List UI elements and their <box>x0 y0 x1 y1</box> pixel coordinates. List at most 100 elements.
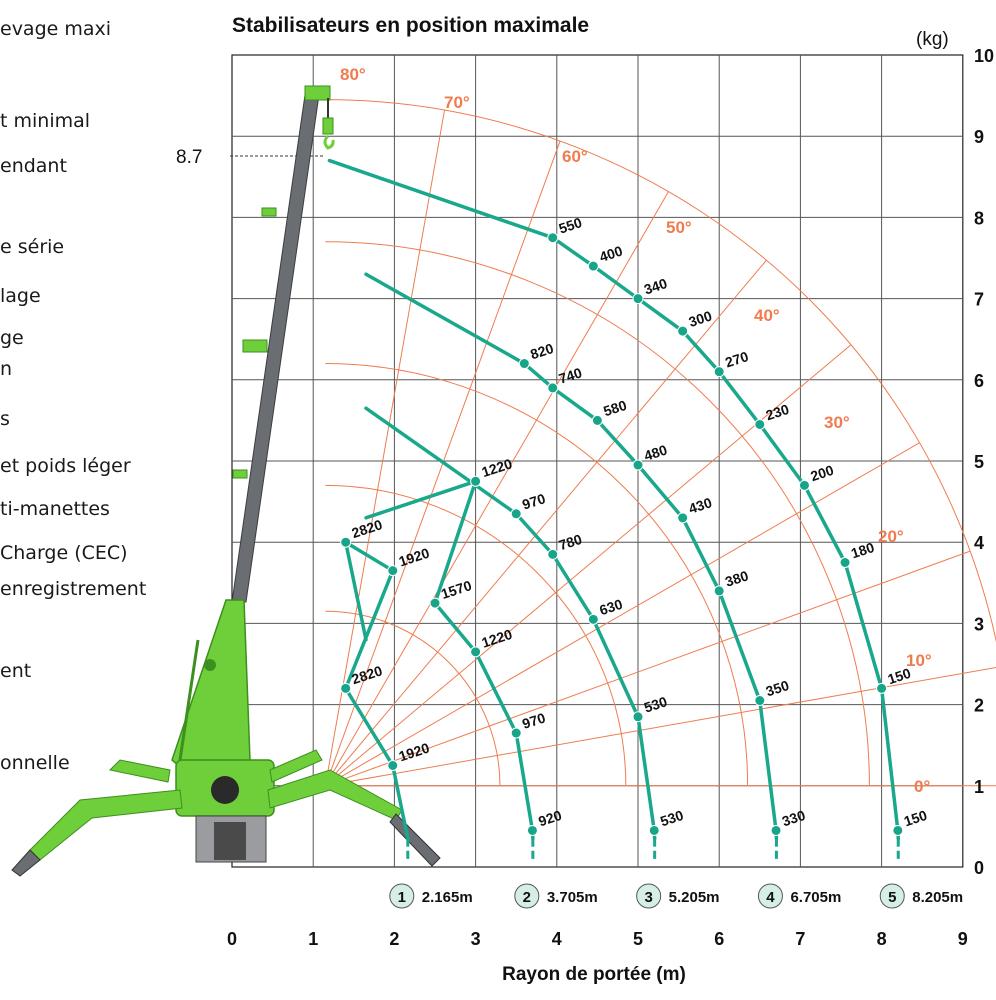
load-point <box>587 613 599 625</box>
radius-number: 4 <box>766 889 775 906</box>
load-value-label: 740 <box>557 364 584 387</box>
y-tick-label: 9 <box>974 127 984 147</box>
boom-angle-label: 50° <box>666 218 692 237</box>
track-center <box>214 822 246 860</box>
x-tick-label: 9 <box>958 929 968 949</box>
x-tick-label: 3 <box>471 929 481 949</box>
load-point <box>340 682 352 694</box>
radius-number: 1 <box>398 889 406 906</box>
left-spec-line: Charge (CEC) <box>0 542 128 564</box>
load-value-label: 150 <box>886 665 913 688</box>
boom-head <box>304 85 331 101</box>
load-point <box>754 695 766 707</box>
left-spec-line: e série <box>0 236 65 258</box>
load-curve <box>364 272 779 841</box>
radius-marker <box>514 883 540 909</box>
boom-bracket-3 <box>232 469 248 479</box>
load-value-label: 300 <box>687 307 714 330</box>
load-point <box>798 479 810 491</box>
outrigger-right-rear <box>269 749 323 783</box>
boom-angle-label: 60° <box>562 147 588 166</box>
load-value-label: 180 <box>849 539 876 562</box>
crane-illustration: 8.7 <box>11 85 441 877</box>
outrigger-foot-right <box>389 813 441 867</box>
load-value-label: 1220 <box>480 455 515 480</box>
radius-value-label: 5.205m <box>669 889 720 906</box>
lower-arm <box>171 599 251 773</box>
x-tick-label: 2 <box>389 929 399 949</box>
lift-cylinder <box>178 639 200 761</box>
x-tick-label: 5 <box>633 929 643 949</box>
left-spec-line: lage <box>0 285 41 307</box>
load-value-label: 970 <box>520 709 547 732</box>
load-point <box>876 682 888 694</box>
outrigger-right-front <box>267 769 403 821</box>
load-point <box>839 557 851 568</box>
y-axis-ticks: 0 1 2 3 4 5 6 7 8 9 10 <box>974 46 994 878</box>
left-spec-line: t minimal <box>0 110 91 132</box>
reach-arc <box>325 99 996 644</box>
boom-angle-labels: 80° 70° 60° 50° 40° 30° 20° 10° 0° <box>340 65 932 796</box>
boom-angle-label: 0° <box>914 777 930 796</box>
load-point <box>648 824 660 836</box>
boom-angle-label: 30° <box>824 413 850 432</box>
x-tick-label: 6 <box>714 929 724 949</box>
left-spec-line: et poids léger <box>0 455 131 477</box>
left-spec-line: endant <box>0 155 67 177</box>
load-point <box>632 711 644 723</box>
load-value-label: 1220 <box>480 626 515 651</box>
reach-arc <box>325 610 501 786</box>
y-tick-label: 4 <box>974 533 984 553</box>
load-point <box>892 824 904 836</box>
load-point <box>754 418 766 430</box>
radius-value-label: 2.165m <box>422 889 473 906</box>
load-value-label: 350 <box>764 677 791 700</box>
outrigger-left-front <box>29 789 183 861</box>
load-point <box>387 760 399 771</box>
load-curve <box>364 479 535 841</box>
load-value-label: 820 <box>528 340 555 363</box>
load-value-label: 550 <box>557 214 584 237</box>
load-value-label: 530 <box>658 807 685 830</box>
boom-angle-ray <box>325 344 852 787</box>
load-point <box>510 727 522 739</box>
left-spec-line: ge <box>0 327 24 349</box>
boom-angle-ray <box>325 442 920 787</box>
x-axis-label: Rayon de portée (m) <box>502 964 686 985</box>
radius-legend: 1 2.165m 2 3.705m 3 5.205m 4 6.705m 5 8.205m <box>389 883 963 909</box>
radius-marker <box>636 883 662 909</box>
boom-bracket-1 <box>261 207 277 217</box>
boom-angle-label: 40° <box>754 306 780 325</box>
radius-value-label: 3.705m <box>547 889 598 906</box>
load-point <box>510 508 522 520</box>
x-tick-label: 8 <box>877 929 887 949</box>
radius-number: 3 <box>644 889 652 906</box>
load-point <box>587 260 599 272</box>
load-point <box>526 824 538 836</box>
left-spec-line: s <box>0 408 10 430</box>
x-tick-label: 4 <box>552 929 562 949</box>
left-spec-line: ent <box>0 660 32 682</box>
load-point <box>632 293 644 305</box>
boom-bracket-2 <box>242 339 268 353</box>
load-value-label: 920 <box>536 807 563 830</box>
y-tick-label: 1 <box>974 777 984 797</box>
y-tick-label: 5 <box>974 452 984 472</box>
radius-number: 5 <box>888 889 896 906</box>
load-point <box>518 358 530 370</box>
load-curve <box>327 158 900 841</box>
boom-angle-label: 20° <box>878 527 904 546</box>
hook-block <box>322 117 334 135</box>
x-tick-label: 0 <box>227 929 237 949</box>
load-point <box>470 475 482 487</box>
load-value-label: 480 <box>642 441 669 464</box>
y-tick-label: 8 <box>974 208 984 228</box>
radius-value-label: 6.705m <box>790 889 841 906</box>
boom-angle-label: 70° <box>444 93 470 112</box>
load-value-label: 1920 <box>397 739 432 764</box>
load-value-label: 330 <box>780 807 807 830</box>
chart-title: Stabilisateurs en position maximale <box>232 14 589 37</box>
radius-value-label: 8.205m <box>912 889 963 906</box>
reach-arcs <box>324 99 996 787</box>
